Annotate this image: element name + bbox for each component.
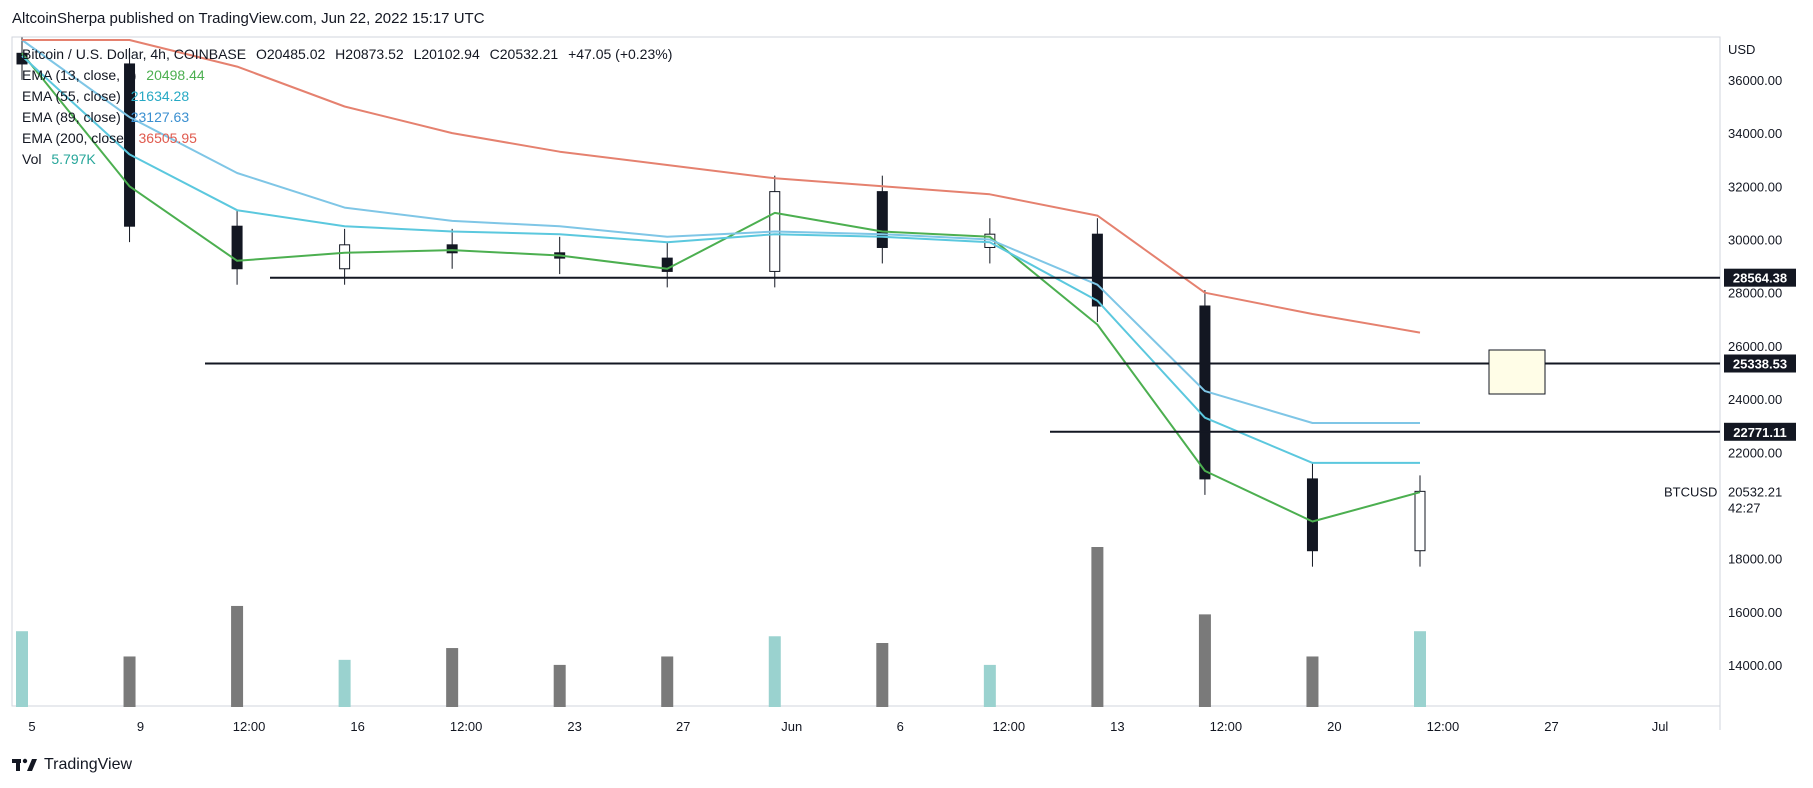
ema55-label: EMA (55, close): [22, 88, 121, 104]
level-price-label: 25338.53: [1733, 356, 1787, 371]
volume-label: Vol: [22, 151, 42, 167]
ema200-label: EMA (200, close): [22, 130, 129, 146]
price-tick-label: 16000.00: [1728, 605, 1782, 620]
tradingview-logo-icon: [12, 758, 37, 771]
time-tick-label: 12:00: [1427, 719, 1460, 734]
volume-bar: [446, 648, 459, 707]
time-tick-label: 6: [897, 719, 904, 734]
time-tick-label: 16: [350, 719, 364, 734]
brand-name: TradingView: [44, 756, 133, 773]
countdown-label: 42:27: [1728, 500, 1761, 515]
candle-body: [1414, 490, 1426, 552]
volume-bar: [1306, 656, 1319, 707]
volume-bar: [123, 656, 136, 707]
level-price-tag: [1724, 422, 1796, 441]
price-tick-label: 34000.00: [1728, 126, 1782, 141]
ema200-row[interactable]: EMA (200, close) 36505.95: [22, 128, 672, 149]
ema55-row[interactable]: EMA (55, close) 21634.28: [22, 86, 672, 107]
time-tick-label: Jun: [781, 719, 802, 734]
currency-label: USD: [1728, 42, 1755, 57]
level-price-label: 22771.11: [1733, 425, 1787, 440]
level-price-label: 28564.38: [1733, 271, 1787, 286]
ema13-label: EMA (13, close, 0): [22, 67, 137, 83]
price-tick-label: 24000.00: [1728, 392, 1782, 407]
price-tick-label: 28000.00: [1728, 286, 1782, 301]
change-value: +47.05 (+0.23%): [568, 46, 673, 62]
horizontal-levels[interactable]: 28564.38 25338.53 22771.11: [205, 268, 1796, 441]
volume-bar: [876, 643, 889, 707]
candle-body: [661, 257, 673, 272]
ema200-value: 36505.95: [138, 130, 197, 146]
candle-body: [446, 244, 458, 254]
volume-bar: [1091, 547, 1104, 707]
time-tick-label: 23: [567, 719, 581, 734]
volume-bar: [338, 659, 351, 707]
time-tick-label: 20: [1327, 719, 1341, 734]
time-tick-label: 27: [1544, 719, 1558, 734]
time-tick-label: 12:00: [1210, 719, 1243, 734]
ema13-value: 20498.44: [146, 67, 205, 83]
high-value: H20873.52: [335, 46, 404, 62]
volume-bar: [231, 605, 244, 707]
ema55-value: 21634.28: [130, 88, 190, 104]
volume-bar: [1414, 631, 1426, 707]
open-value: O20485.02: [255, 46, 326, 62]
price-tick-label: 32000.00: [1728, 179, 1782, 194]
symbol-row: Bitcoin / U.S. Dollar, 4h, COINBASE O204…: [22, 44, 672, 65]
ema-line-0: [21, 52, 1421, 523]
candle-body: [124, 63, 136, 227]
symbol-title: Bitcoin / U.S. Dollar, 4h, COINBASE: [22, 46, 247, 62]
symbol-axis-label: BTCUSD: [1664, 484, 1717, 499]
level-price-tag: [1724, 354, 1796, 373]
time-tick-label: 12:00: [993, 719, 1026, 734]
candle-body: [1306, 478, 1318, 552]
ema89-row[interactable]: EMA (89, close) 23127.63: [22, 107, 672, 128]
ema13-row[interactable]: EMA (13, close, 0) 20498.44: [22, 65, 672, 86]
time-tick-label: 12:00: [233, 719, 266, 734]
volume-bar: [553, 664, 566, 707]
volume-bar: [768, 636, 781, 707]
ema-lines: [21, 39, 1421, 523]
level-price-tag: [1724, 268, 1796, 287]
low-value: L20102.94: [413, 46, 480, 62]
volume-bar: [16, 631, 28, 707]
volume-bars: [16, 547, 1426, 707]
ema-line-3: [22, 39, 1421, 334]
ema-line-2: [21, 39, 1420, 424]
volume-bar: [1198, 614, 1211, 707]
chart-legend: Bitcoin / U.S. Dollar, 4h, COINBASE O204…: [22, 44, 672, 170]
candle-body: [876, 191, 888, 248]
last-price-label: 20532.21: [1728, 484, 1782, 499]
tradingview-brand[interactable]: TradingView: [12, 756, 132, 774]
publisher-caption: AltcoinSherpa published on TradingView.c…: [12, 10, 485, 27]
volume-row[interactable]: Vol 5.797K: [22, 149, 672, 170]
close-value: C20532.21: [489, 46, 559, 62]
candle-body: [1091, 233, 1103, 307]
candle-body: [231, 225, 243, 270]
time-tick-label: 27: [676, 719, 690, 734]
price-tick-label: 26000.00: [1728, 339, 1782, 354]
time-tick-label: Jul: [1652, 719, 1669, 734]
price-tick-label: 36000.00: [1728, 73, 1782, 88]
price-tick-label: 14000.00: [1728, 658, 1782, 673]
time-tick-label: 12:00: [450, 719, 483, 734]
target-box[interactable]: [1488, 349, 1546, 395]
time-tick-label: 5: [28, 719, 35, 734]
volume-value: 5.797K: [51, 151, 96, 167]
price-tick-label: 22000.00: [1728, 445, 1782, 460]
volume-bar: [983, 664, 996, 707]
axes: USD 36000.00 34000.00 32000.00 30000.00 28000…: [28, 42, 1782, 734]
volume-bar: [661, 656, 674, 707]
price-tick-label: 30000.00: [1728, 233, 1782, 248]
price-tick-label: 18000.00: [1728, 552, 1782, 567]
ema-line-1: [21, 55, 1420, 464]
ema89-label: EMA (89, close): [22, 109, 121, 125]
candle-body: [339, 244, 351, 270]
time-tick-label: 9: [137, 719, 144, 734]
time-tick-label: 13: [1110, 719, 1124, 734]
ema89-value: 23127.63: [130, 109, 190, 125]
